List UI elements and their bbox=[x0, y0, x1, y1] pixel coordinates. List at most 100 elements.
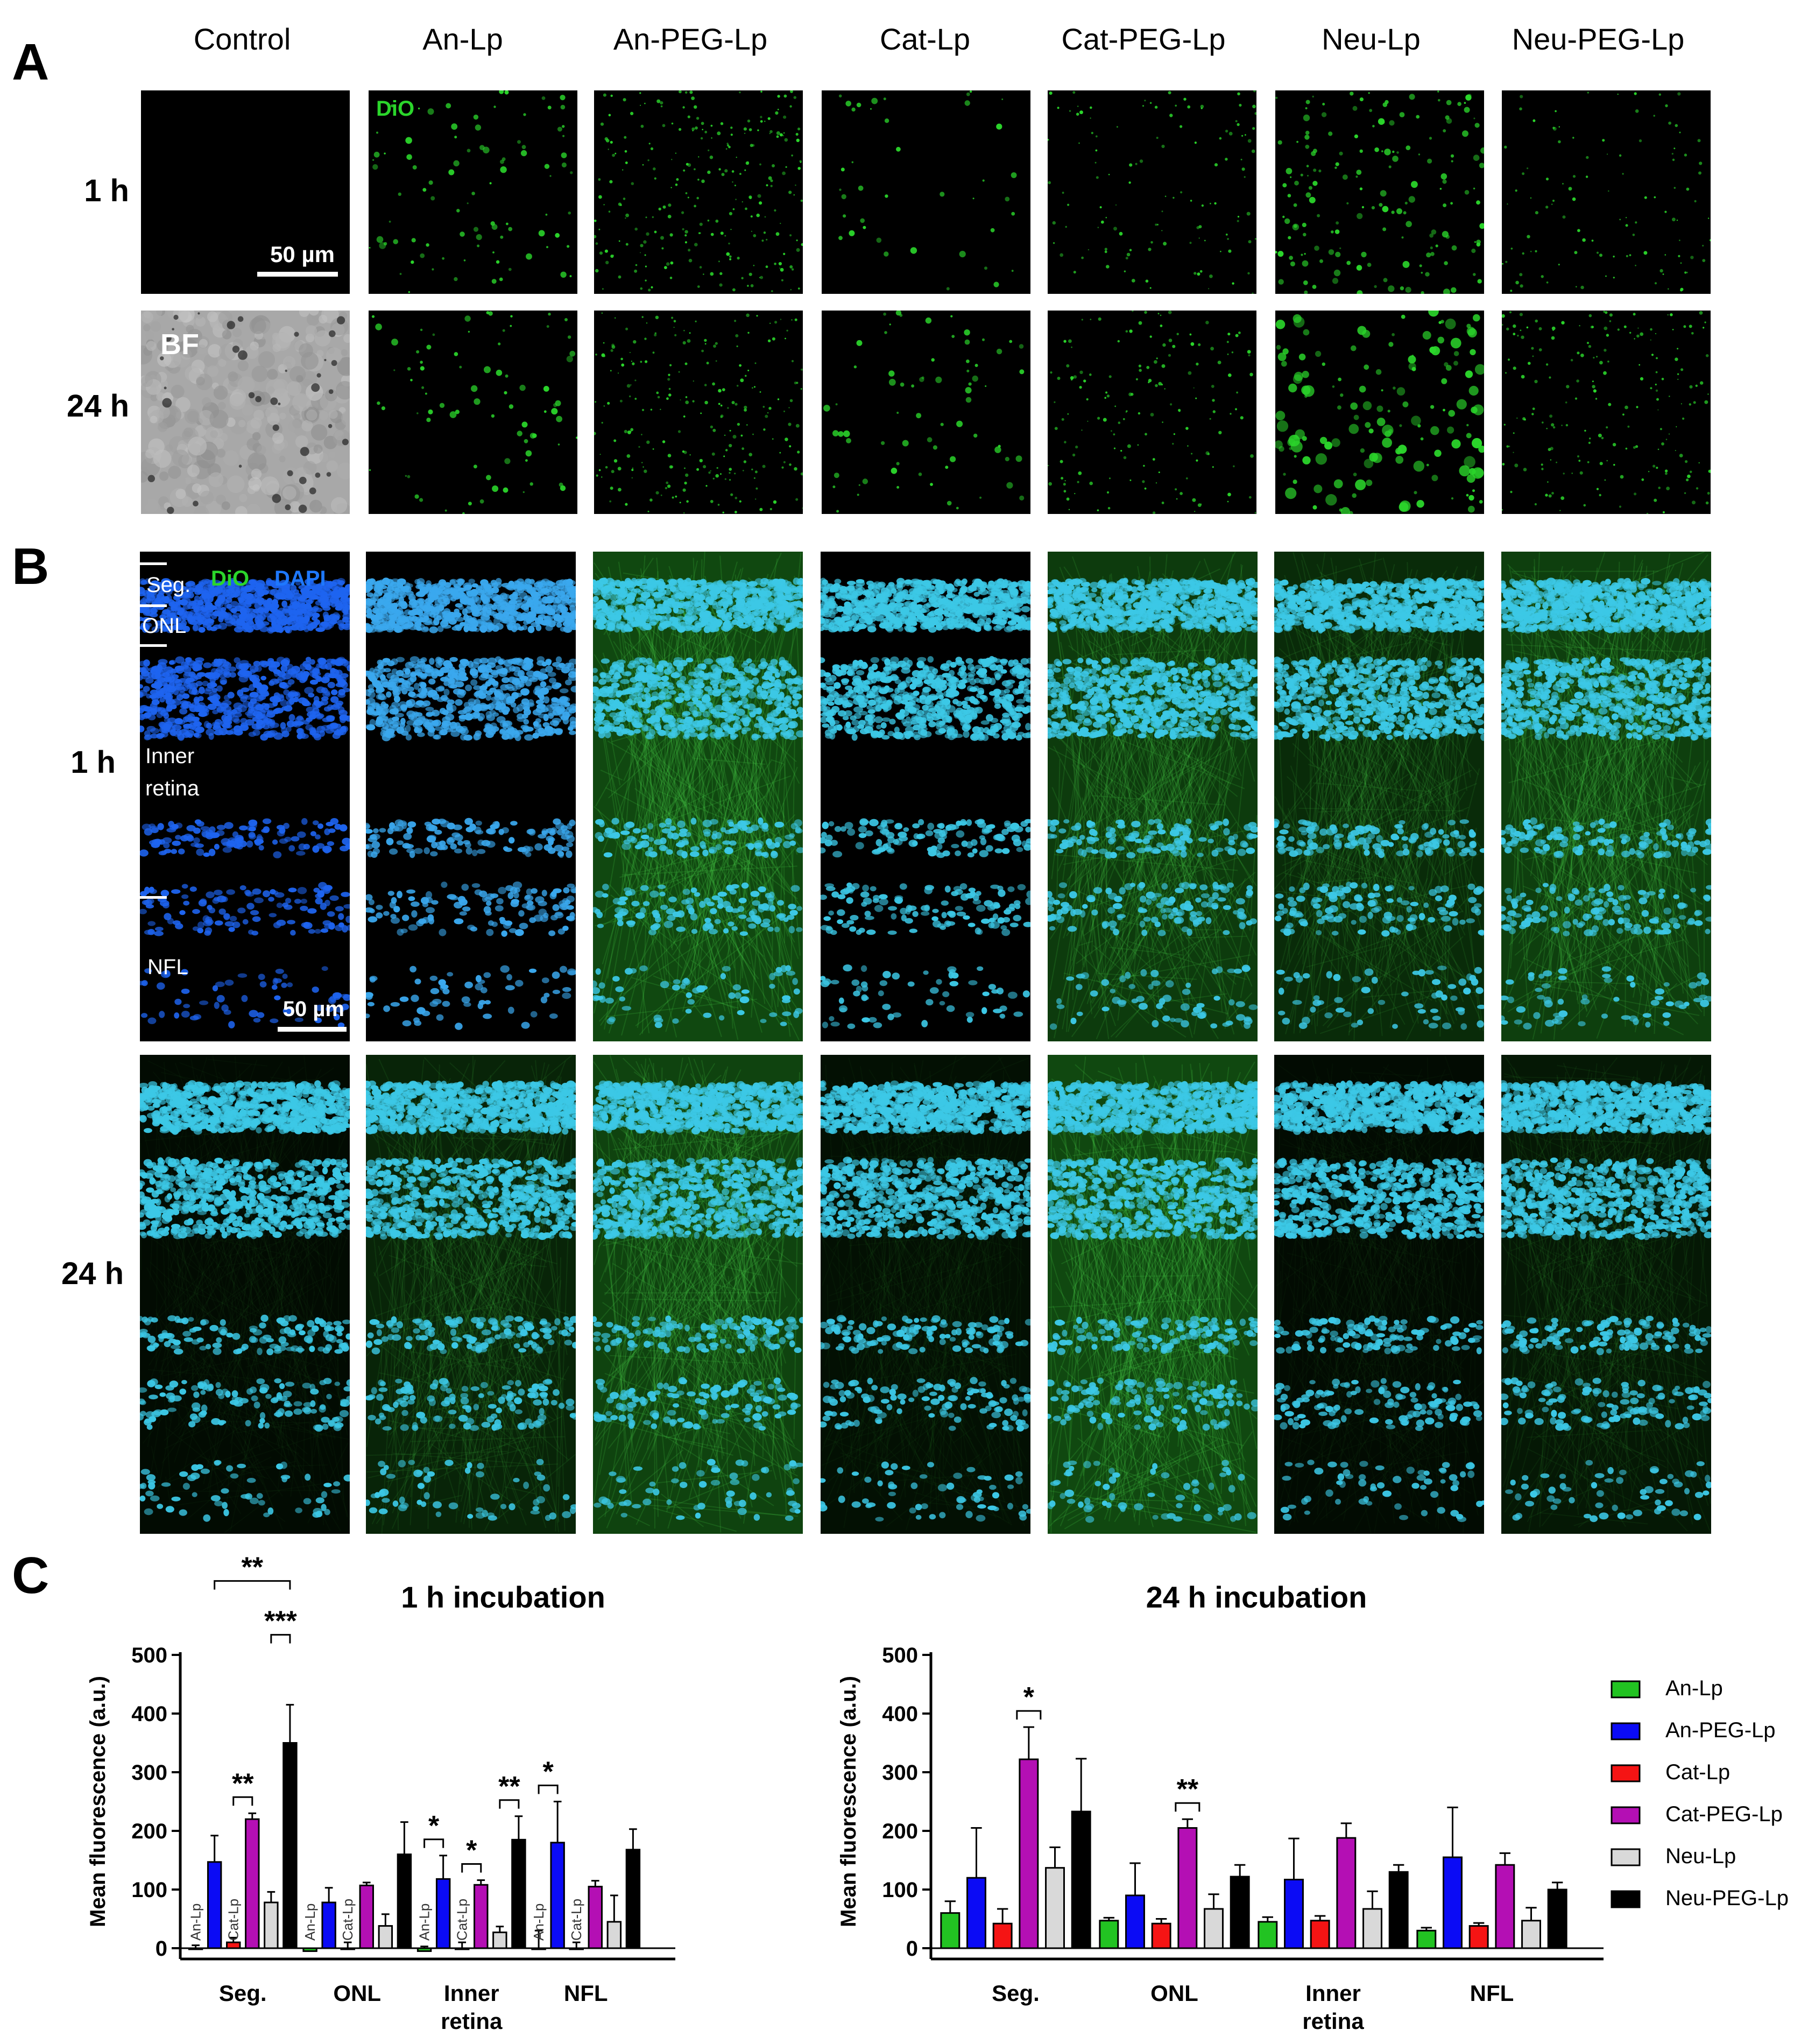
chart-title-1h: 1 h incubation bbox=[234, 1580, 772, 1615]
bar bbox=[588, 1886, 603, 1949]
x-category-label: ONL bbox=[333, 1980, 381, 2006]
bar bbox=[966, 1877, 986, 1949]
legend-swatch bbox=[1611, 1722, 1641, 1740]
y-tick-label: 200 bbox=[131, 1820, 167, 1843]
panel-b-row-24h: 24 h bbox=[16, 1255, 124, 1293]
legend-label: Cat-PEG-Lp bbox=[1665, 1802, 1783, 1826]
bar-inner-label: An-Lp bbox=[302, 1904, 318, 1941]
y-tick-label: 100 bbox=[131, 1878, 167, 1902]
bar-inner-label: Cat-Lp bbox=[225, 1899, 242, 1941]
bar bbox=[359, 1884, 374, 1949]
bar bbox=[1495, 1864, 1515, 1949]
panel-b-tile-cat-lp-1h bbox=[821, 552, 1030, 1041]
significance-bracket bbox=[423, 1838, 444, 1848]
layer-label-nfl: NFL bbox=[147, 956, 188, 978]
panel-b-tile-cat-peg-lp-1h bbox=[1048, 552, 1258, 1041]
y-tick-label: 500 bbox=[882, 1644, 918, 1667]
significance-label: * bbox=[428, 1810, 440, 1842]
bar bbox=[1258, 1921, 1278, 1949]
dio-label: DiO bbox=[211, 568, 249, 589]
bar-chart-0: 0 100 200 300 400 500 Mean fluorescence (a.u.)… bbox=[86, 1552, 675, 2034]
panel-a-tile-an-lp-24h bbox=[369, 311, 577, 514]
bar bbox=[1204, 1908, 1224, 1949]
col-header-an-lp: An-Lp bbox=[358, 20, 568, 58]
bar bbox=[455, 1947, 470, 1950]
y-tick-label: 300 bbox=[882, 1761, 918, 1785]
bar bbox=[492, 1932, 507, 1949]
significance-bracket bbox=[499, 1799, 520, 1809]
legend-swatch bbox=[1611, 1848, 1641, 1866]
bar bbox=[188, 1947, 203, 1950]
bar-inner-label: Cat-Lp bbox=[454, 1899, 470, 1941]
bar bbox=[1045, 1867, 1065, 1949]
panel-a-tile-control-1h: 50 µm bbox=[141, 90, 350, 294]
layer-boundary-tick bbox=[140, 604, 167, 607]
legend: An-Lp An-PEG-Lp Cat-Lp Cat-PEG-Lp Neu-Lp Neu-… bbox=[1611, 1676, 1789, 1910]
bar bbox=[1310, 1920, 1330, 1949]
y-tick-label: 100 bbox=[882, 1878, 918, 1902]
bar bbox=[940, 1912, 961, 1949]
bar-chart-1: 0 100 200 300 400 500 Mean fluorescence (a.u.)… bbox=[837, 1644, 1604, 2034]
legend-label: Neu-PEG-Lp bbox=[1665, 1886, 1789, 1910]
bar bbox=[340, 1947, 355, 1950]
col-header-an-peg-lp: An-PEG-Lp bbox=[585, 20, 795, 58]
panel-b-tile-neu-peg-lp-1h bbox=[1501, 552, 1711, 1041]
panel-b-letter: B bbox=[12, 541, 49, 593]
significance-label: ** bbox=[498, 1771, 520, 1802]
panel-b-tile-an-lp-1h bbox=[366, 552, 576, 1041]
bar bbox=[283, 1742, 298, 1949]
x-category-label: retina bbox=[1302, 2008, 1364, 2034]
legend-swatch bbox=[1611, 1806, 1641, 1824]
bar bbox=[1099, 1920, 1119, 1949]
bar bbox=[1468, 1925, 1489, 1949]
layer-label-seg: Seg. bbox=[146, 574, 190, 596]
significance-label: ** bbox=[242, 1552, 264, 1583]
significance-bracket bbox=[232, 1796, 253, 1806]
bar bbox=[511, 1838, 526, 1949]
bar-inner-label: An-Lp bbox=[531, 1904, 547, 1941]
panel-a-tile-neu-peg-lp-24h bbox=[1502, 311, 1711, 514]
bar bbox=[606, 1921, 622, 1949]
layer-label-inner: Inner bbox=[145, 745, 194, 767]
bar bbox=[416, 1947, 432, 1952]
layer-boundary-tick bbox=[140, 562, 167, 565]
y-tick-label: 500 bbox=[131, 1644, 167, 1667]
scale-bar bbox=[257, 272, 338, 277]
bar bbox=[1336, 1837, 1357, 1949]
panel-a-tile-neu-peg-lp-1h bbox=[1502, 90, 1711, 294]
y-axis-label: Mean fluorescence (a.u.) bbox=[86, 1676, 110, 1927]
panel-a-row-24h: 24 h bbox=[22, 387, 129, 425]
panel-b-tile-an-peg-lp-24h bbox=[593, 1055, 803, 1534]
panel-b-tile-cat-peg-lp-24h bbox=[1048, 1055, 1258, 1534]
significance-label: * bbox=[543, 1757, 554, 1788]
panel-a-tile-cat-peg-lp-24h bbox=[1048, 311, 1256, 514]
significance-label: ** bbox=[232, 1768, 254, 1799]
y-tick-label: 0 bbox=[156, 1937, 167, 1961]
x-category-label: Seg. bbox=[219, 1980, 267, 2006]
panel-a-tile-cat-lp-24h bbox=[822, 311, 1030, 514]
bar bbox=[550, 1842, 565, 1949]
scale-bar-label: 50 µm bbox=[283, 998, 344, 1020]
col-header-neu-peg-lp: Neu-PEG-Lp bbox=[1493, 20, 1703, 58]
legend-swatch bbox=[1611, 1680, 1641, 1698]
bar bbox=[1547, 1888, 1567, 1949]
significance-label: *** bbox=[264, 1606, 297, 1637]
scale-bar bbox=[278, 1027, 347, 1032]
panel-a-tile-neu-lp-24h bbox=[1275, 311, 1484, 514]
bar bbox=[1019, 1758, 1039, 1949]
panel-a-tile-an-peg-lp-1h bbox=[594, 90, 803, 294]
dapi-label: DAPI bbox=[274, 568, 326, 589]
panel-b-tile-neu-lp-24h bbox=[1274, 1055, 1484, 1534]
bar bbox=[1388, 1871, 1409, 1949]
bf-label: BF bbox=[160, 330, 199, 359]
panel-a-tile-cat-peg-lp-1h bbox=[1048, 90, 1256, 294]
bar bbox=[207, 1861, 222, 1949]
layer-label-retina: retina bbox=[145, 778, 199, 799]
significance-bracket bbox=[1175, 1802, 1200, 1812]
x-category-label: Seg. bbox=[992, 1980, 1040, 2006]
panel-b-row-1h: 1 h bbox=[8, 744, 116, 781]
dio-label: DiO bbox=[376, 98, 414, 119]
col-header-control: Control bbox=[137, 20, 347, 58]
y-tick-label: 0 bbox=[906, 1937, 918, 1961]
